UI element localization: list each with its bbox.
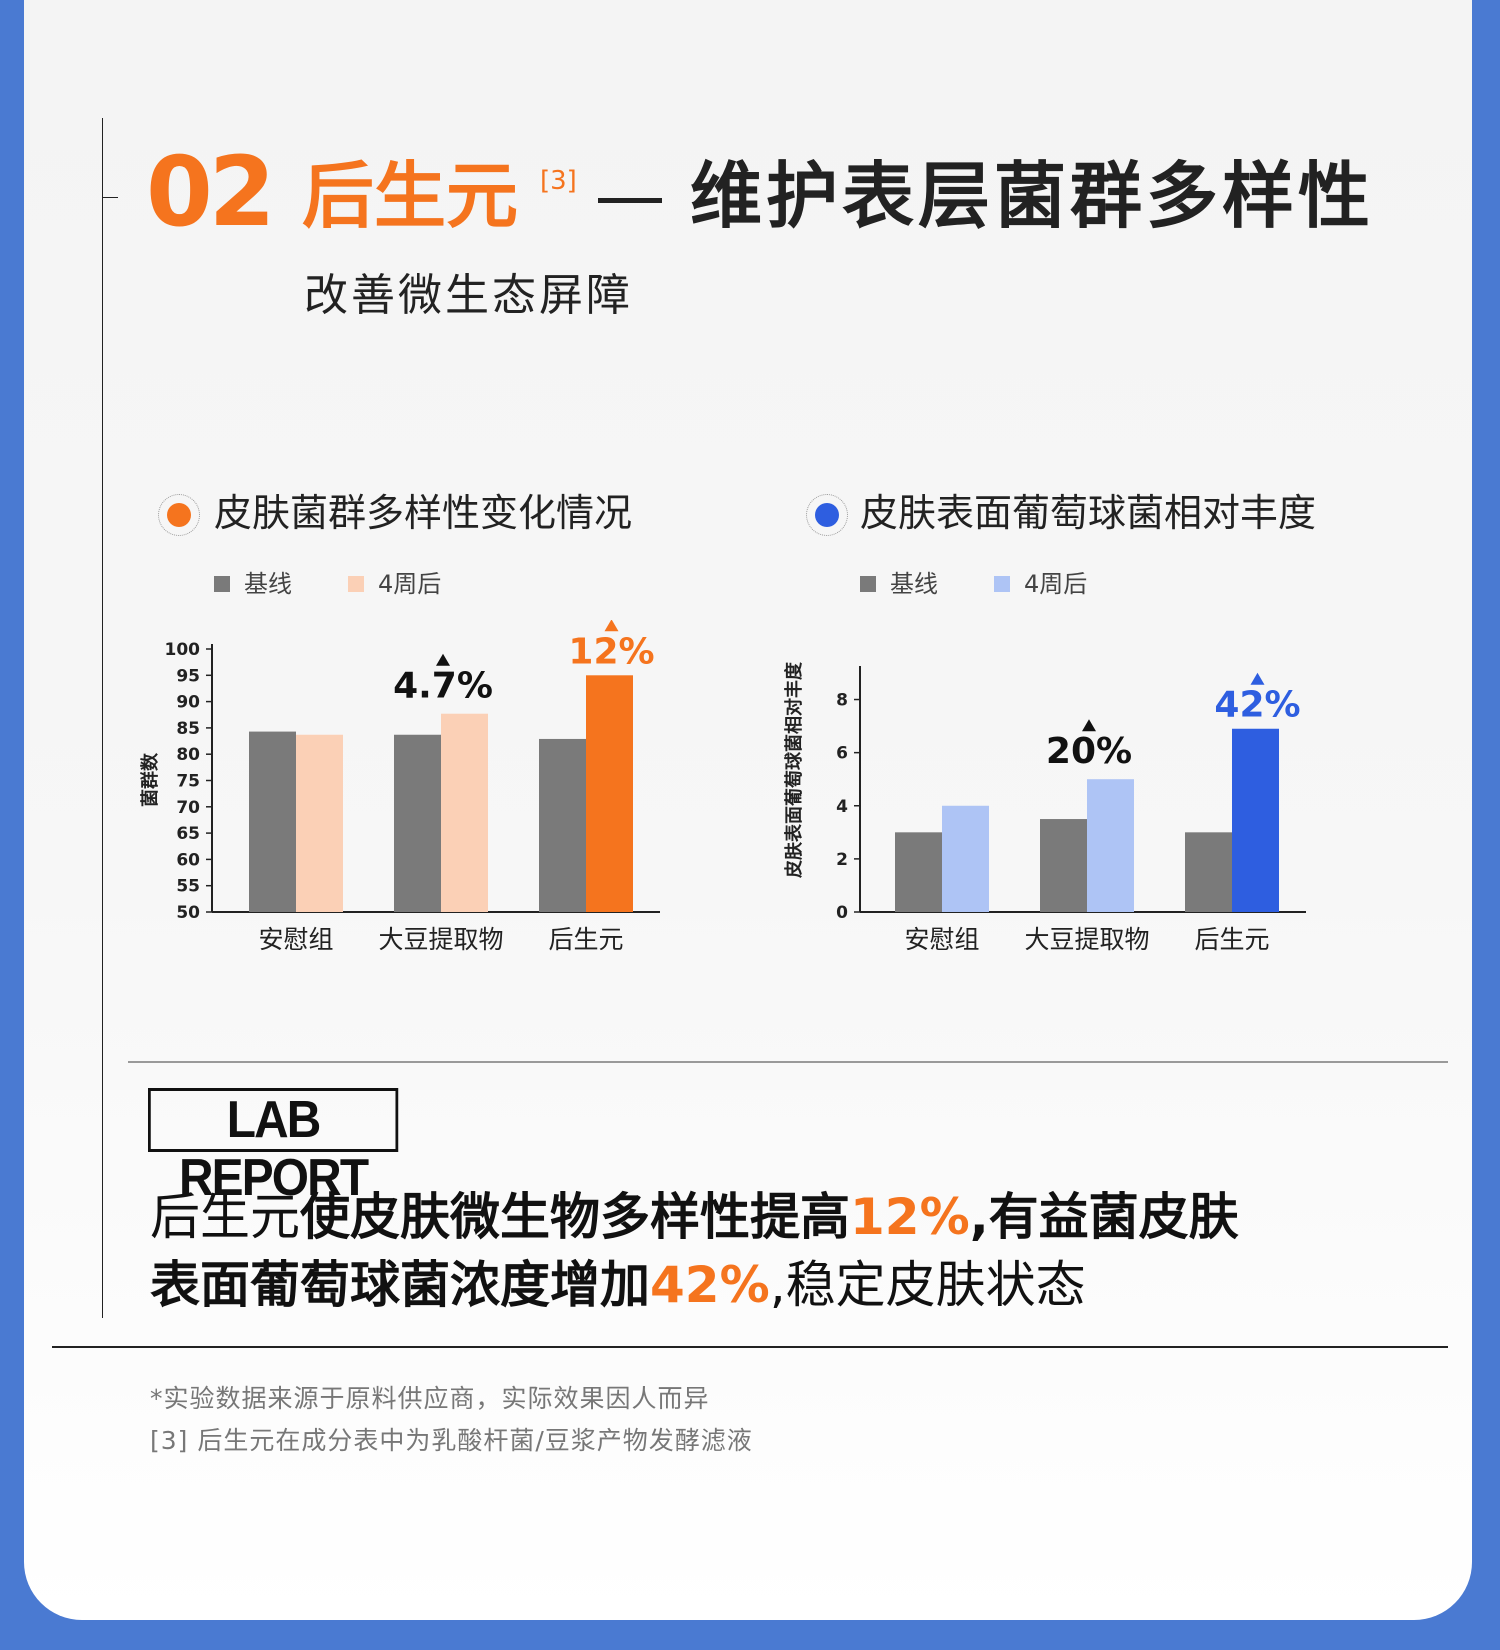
x-category-label: 安慰组 bbox=[258, 925, 333, 954]
increase-arrow-icon bbox=[604, 620, 619, 632]
line1-segment: 后生元 bbox=[150, 1188, 300, 1246]
increase-arrow-icon bbox=[1082, 719, 1096, 732]
legend-swatch-4weeks bbox=[348, 576, 364, 592]
section-number: 02 bbox=[146, 136, 276, 248]
line1-segment: ,有益菌皮肤 bbox=[969, 1188, 1239, 1246]
change-label: 12% bbox=[568, 631, 654, 672]
bar-baseline-大豆提取物 bbox=[394, 734, 441, 912]
chart1-legend: 基线 4周后 bbox=[214, 572, 497, 596]
chart2-title: 皮肤表面葡萄球菌相对丰度 bbox=[860, 491, 1317, 535]
line1-segment: 12% bbox=[850, 1188, 970, 1246]
ingredient-name: 后生元 bbox=[302, 154, 519, 238]
change-label: 4.7% bbox=[393, 666, 493, 707]
bar-baseline-后生元 bbox=[1185, 832, 1232, 912]
x-category-label: 安慰组 bbox=[904, 925, 979, 954]
y-tick-label: 75 bbox=[176, 772, 200, 792]
legend-swatch-baseline bbox=[860, 576, 876, 592]
legend-swatch-4weeks bbox=[994, 576, 1010, 592]
y-tick-label: 0 bbox=[836, 903, 848, 923]
x-category-label: 后生元 bbox=[548, 925, 623, 954]
y-tick-label: 95 bbox=[176, 666, 200, 686]
y-tick-label: 70 bbox=[176, 798, 200, 818]
conclusion-line-1: 后生元使皮肤微生物多样性提高12%,有益菌皮肤 bbox=[150, 1192, 1239, 1242]
bar-baseline-安慰组 bbox=[895, 832, 942, 912]
lab-report-badge: LAB REPORT bbox=[148, 1088, 399, 1207]
conclusion-line-2: 表面葡萄球菌浓度增加42%,稳定皮肤状态 bbox=[150, 1260, 1086, 1310]
y-axis-label: 菌群数 bbox=[139, 752, 161, 807]
side-rule bbox=[102, 118, 103, 1318]
legend-label-baseline: 基线 bbox=[890, 570, 938, 598]
x-category-label: 后生元 bbox=[1194, 925, 1269, 954]
bar-4weeks-安慰组 bbox=[296, 734, 343, 912]
y-axis-label: 皮肤表面葡萄球菌相对丰度 bbox=[783, 661, 805, 878]
headline: 维护表层菌群多样性 bbox=[690, 154, 1375, 238]
title-dash bbox=[598, 198, 662, 203]
y-tick-label: 85 bbox=[176, 719, 200, 739]
y-tick-label: 8 bbox=[836, 691, 848, 711]
chart2-legend: 基线 4周后 bbox=[860, 572, 1143, 596]
legend-swatch-baseline bbox=[214, 576, 230, 592]
footnote-disclaimer: *实验数据来源于原料供应商，实际效果因人而异 bbox=[150, 1384, 710, 1413]
bar-baseline-大豆提取物 bbox=[1040, 819, 1087, 912]
line1-segment: 使皮肤微生物多样性提高 bbox=[300, 1188, 850, 1246]
section-divider bbox=[128, 1061, 1448, 1063]
y-tick-label: 65 bbox=[176, 824, 200, 844]
legend-label-baseline: 基线 bbox=[244, 570, 292, 598]
subtitle: 改善微生态屏障 bbox=[304, 270, 633, 321]
increase-arrow-icon bbox=[1250, 672, 1265, 685]
y-tick-label: 90 bbox=[176, 693, 200, 713]
chart2-bullet-icon bbox=[806, 494, 848, 536]
x-category-label: 大豆提取物 bbox=[378, 925, 503, 954]
increase-arrow-icon bbox=[436, 653, 450, 666]
chart1-bullet-icon bbox=[158, 494, 200, 536]
legend-label-4weeks: 4周后 bbox=[1024, 570, 1088, 598]
y-tick-label: 4 bbox=[836, 797, 848, 817]
y-tick-label: 6 bbox=[836, 744, 848, 764]
footer-divider bbox=[52, 1346, 1448, 1348]
bar-4weeks-大豆提取物 bbox=[1087, 779, 1134, 912]
x-category-label: 大豆提取物 bbox=[1024, 925, 1149, 954]
line2-segment: 42% bbox=[650, 1256, 770, 1314]
y-tick-label: 80 bbox=[176, 745, 200, 765]
bar-4weeks-安慰组 bbox=[942, 805, 989, 912]
bar-baseline-安慰组 bbox=[249, 731, 296, 912]
change-label: 20% bbox=[1046, 731, 1132, 772]
y-tick-label: 2 bbox=[836, 850, 848, 870]
y-tick-label: 100 bbox=[165, 640, 201, 660]
side-rule-tick bbox=[102, 197, 118, 198]
line2-segment: 表面葡萄球菌浓度增加 bbox=[150, 1256, 650, 1314]
footnote-reference: [3] 后生元在成分表中为乳酸杆菌/豆浆产物发酵滤液 bbox=[150, 1426, 753, 1455]
bar-4weeks-大豆提取物 bbox=[441, 713, 488, 912]
line2-segment: ,稳定皮肤状态 bbox=[769, 1256, 1086, 1314]
reference-mark: [3] bbox=[540, 166, 577, 196]
y-tick-label: 55 bbox=[176, 877, 200, 897]
bar-4weeks-后生元 bbox=[586, 675, 633, 912]
change-label: 42% bbox=[1214, 685, 1300, 726]
legend-label-4weeks: 4周后 bbox=[378, 570, 442, 598]
bar-baseline-后生元 bbox=[539, 738, 586, 912]
y-tick-label: 50 bbox=[176, 903, 200, 923]
chart1-title: 皮肤菌群多样性变化情况 bbox=[214, 491, 633, 535]
y-tick-label: 60 bbox=[176, 850, 200, 870]
bar-4weeks-后生元 bbox=[1232, 728, 1279, 912]
